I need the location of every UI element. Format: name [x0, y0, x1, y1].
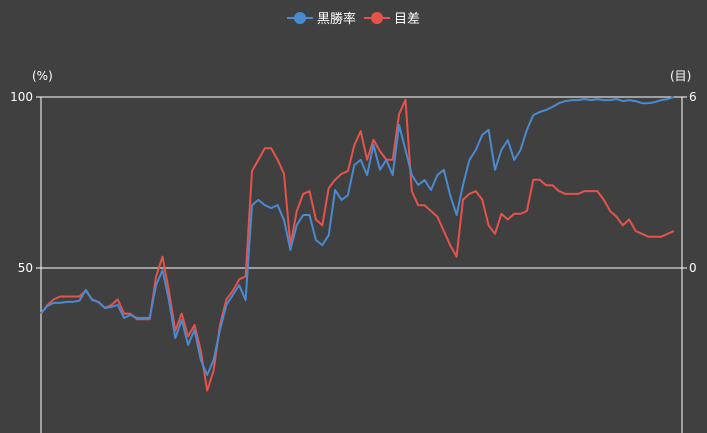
legend-item-win-rate[interactable]: 黒勝率: [286, 8, 356, 27]
legend-swatch-icon: [286, 11, 313, 24]
legend-item-margin[interactable]: 目差: [364, 8, 420, 27]
legend: 黒勝率 目差: [0, 8, 707, 27]
legend-label: 黒勝率: [316, 12, 356, 27]
legend-label: 目差: [394, 12, 421, 27]
y-right-tick: 6: [689, 90, 697, 104]
series-line-win-rate: [40, 96, 675, 376]
y-right-unit: (目): [670, 69, 691, 83]
y-left-tick: 50: [18, 261, 33, 275]
legend-swatch-icon: [364, 11, 390, 24]
y-left-unit: (%): [32, 69, 53, 83]
y-left-tick: 100: [10, 90, 33, 104]
y-right-tick: 0: [689, 261, 697, 275]
series-line-margin: [40, 98, 675, 392]
